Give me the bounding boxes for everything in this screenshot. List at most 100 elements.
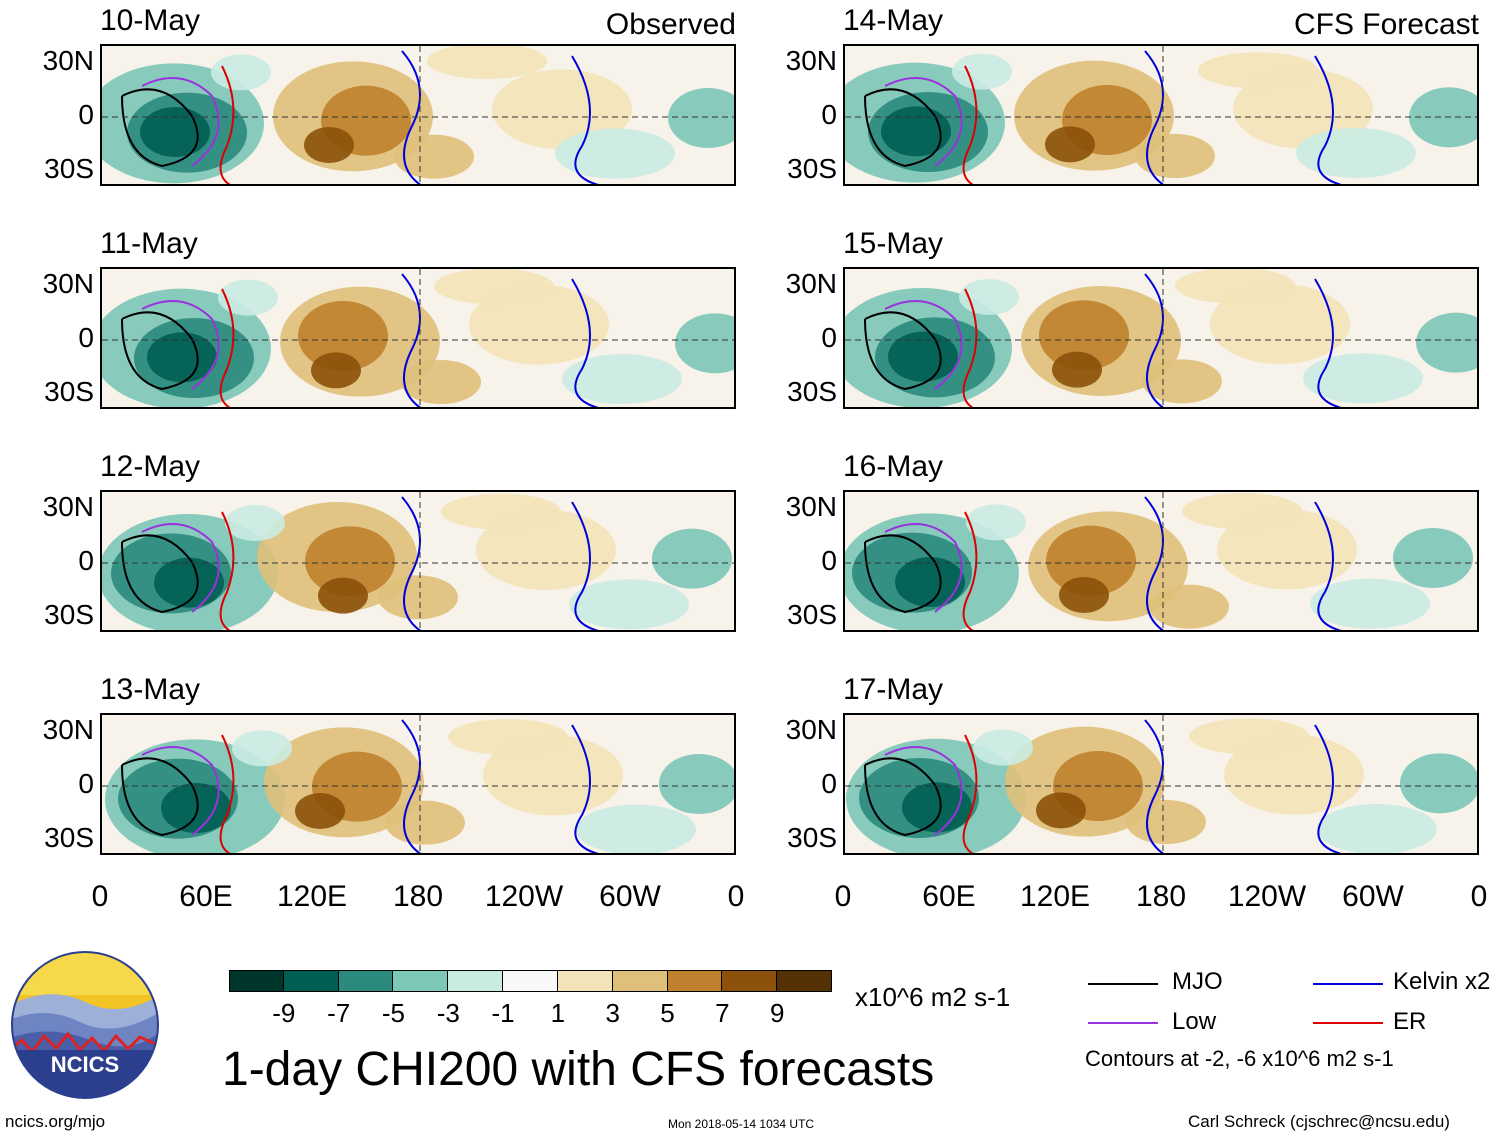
colorbar-label: -3 <box>436 998 460 1028</box>
legend-er-label: ER <box>1393 1008 1427 1035</box>
y-tick-label: 30S <box>44 599 94 630</box>
y-tick-label: 30N <box>42 714 94 745</box>
colorbar-swatch <box>612 970 668 992</box>
legend-kelvin-label: Kelvin x2 <box>1393 968 1491 995</box>
colorbar-swatch <box>283 970 339 992</box>
map-panel <box>100 44 736 186</box>
x-tick-label: 120E <box>276 880 348 913</box>
y-tick-label: 0 <box>821 768 837 799</box>
y-tick-label: 0 <box>821 322 837 353</box>
colorbar-label: 1 <box>550 998 566 1028</box>
colorbar-swatch <box>777 970 832 992</box>
panel-source-label: CFS Forecast <box>1293 8 1479 41</box>
y-tick-label: 30S <box>44 153 94 184</box>
footer-timestamp: Mon 2018-05-14 1034 UTC <box>668 1117 815 1131</box>
footer-author: Carl Schreck (cjschrec@ncsu.edu) <box>1188 1112 1450 1131</box>
panel-date: 14-May <box>843 4 944 37</box>
x-tick-label: 60E <box>922 880 976 913</box>
legend-kelvin-line <box>1313 983 1383 985</box>
panel-date: 12-May <box>100 450 201 483</box>
x-tick-label: 120W <box>1227 880 1307 913</box>
y-tick-label: 0 <box>78 99 94 130</box>
y-tick-label: 0 <box>821 99 837 130</box>
y-tick-label: 30S <box>787 153 837 184</box>
y-tick-label: 30S <box>787 599 837 630</box>
anomaly-field <box>102 46 734 184</box>
x-tick-label: 180 <box>1135 880 1187 913</box>
y-tick-label: 30N <box>785 714 837 745</box>
chart-title: 1-day CHI200 with CFS forecasts <box>222 1043 935 1096</box>
anomaly-field <box>102 269 734 407</box>
y-tick-label: 30N <box>42 491 94 522</box>
colorbar-swatch <box>722 970 778 992</box>
map-panel <box>843 490 1479 632</box>
map-panel <box>843 713 1479 855</box>
colorbar-label: -1 <box>491 998 515 1028</box>
colorbar-swatch <box>338 970 394 992</box>
colorbar-swatch <box>557 970 613 992</box>
legend-mjo-label: MJO <box>1172 968 1223 995</box>
colorbar-units: x10^6 m2 s-1 <box>855 982 1011 1012</box>
y-tick-label: 30N <box>785 268 837 299</box>
map-panel <box>100 490 736 632</box>
y-tick-label: 30N <box>785 45 837 76</box>
y-tick-label: 0 <box>78 322 94 353</box>
anomaly-field <box>845 269 1477 407</box>
x-tick-label: 60W <box>599 880 661 913</box>
colorbar-label: 9 <box>769 998 785 1028</box>
x-tick-label: 0 <box>91 880 109 913</box>
legend-low-label: Low <box>1172 1008 1217 1035</box>
panel-date: 13-May <box>100 673 201 706</box>
map-panel <box>843 44 1479 186</box>
x-tick-label: 120W <box>484 880 564 913</box>
panel-date: 16-May <box>843 450 944 483</box>
colorbar-label: -9 <box>272 998 296 1028</box>
legend-er-line <box>1313 1022 1383 1024</box>
ncics-logo-graphic <box>11 951 159 1099</box>
y-tick-label: 0 <box>821 545 837 576</box>
legend-low-line <box>1088 1022 1158 1024</box>
colorbar-label: 5 <box>660 998 675 1028</box>
colorbar-label: 7 <box>715 998 730 1028</box>
y-tick-label: 30S <box>44 376 94 407</box>
footer-url[interactable]: ncics.org/mjo <box>5 1112 106 1131</box>
panel-date: 15-May <box>843 227 944 260</box>
anomaly-field <box>845 46 1477 184</box>
colorbar-label: -7 <box>327 998 351 1028</box>
panel-date: 17-May <box>843 673 944 706</box>
colorbar-label: 3 <box>605 998 620 1028</box>
y-tick-label: 30N <box>42 268 94 299</box>
panel-date: 11-May <box>100 227 198 260</box>
anomaly-field <box>102 492 734 630</box>
y-tick-label: 30S <box>787 822 837 853</box>
ncics-logo: NCICS <box>10 950 160 1100</box>
panel-source-label: Observed <box>605 8 736 41</box>
map-panel <box>100 713 736 855</box>
x-tick-label: 120E <box>1019 880 1091 913</box>
colorbar-label: -5 <box>381 998 406 1028</box>
contour-note: Contours at -2, -6 x10^6 m2 s-1 <box>1085 1046 1394 1071</box>
y-tick-label: 30N <box>42 45 94 76</box>
x-tick-label: 0 <box>834 880 852 913</box>
map-panel <box>100 267 736 409</box>
x-tick-label: 60W <box>1342 880 1404 913</box>
x-tick-label: 180 <box>392 880 444 913</box>
colorbar-swatch <box>448 970 504 992</box>
colorbar-swatch <box>229 970 284 992</box>
colorbar-swatch <box>393 970 449 992</box>
anomaly-field <box>845 715 1477 853</box>
y-tick-label: 0 <box>78 768 94 799</box>
x-tick-label: 0 <box>727 880 745 913</box>
map-panel <box>843 267 1479 409</box>
x-tick-label: 0 <box>1470 880 1488 913</box>
logo-text: NCICS <box>50 1052 120 1077</box>
y-tick-label: 0 <box>78 545 94 576</box>
panel-date: 10-May <box>100 4 201 37</box>
anomaly-field <box>845 492 1477 630</box>
anomaly-field <box>102 715 734 853</box>
colorbar-swatch <box>503 970 558 992</box>
y-tick-label: 30S <box>44 822 94 853</box>
y-tick-label: 30S <box>787 376 837 407</box>
x-tick-label: 60E <box>179 880 233 913</box>
y-tick-label: 30N <box>785 491 837 522</box>
